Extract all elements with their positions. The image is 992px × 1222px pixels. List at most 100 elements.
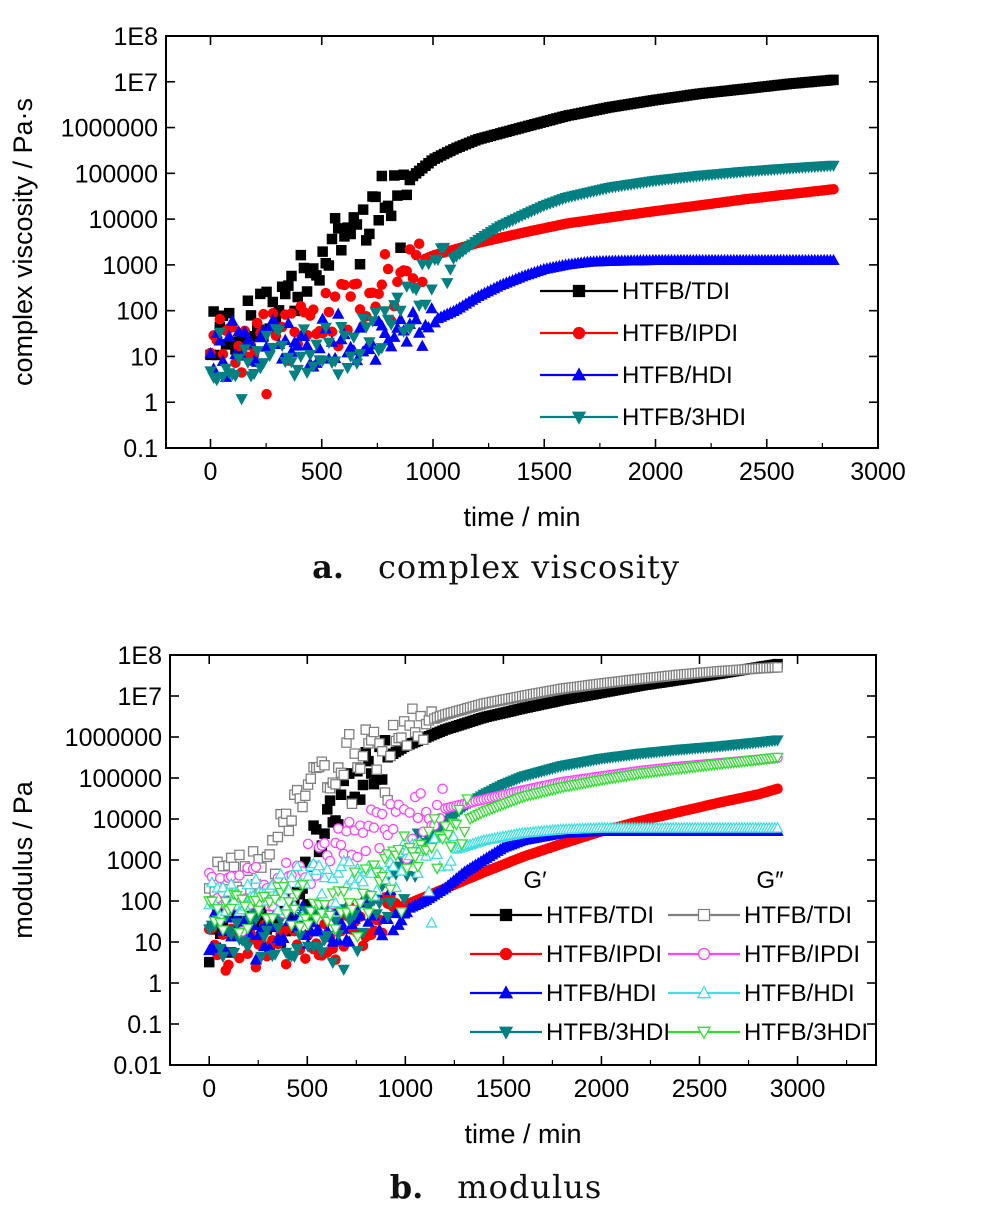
data-point: [385, 210, 397, 222]
data-point: [254, 331, 267, 343]
data-point: [324, 855, 336, 867]
data-point: [302, 838, 314, 850]
legend-label: HTFB/3HDI: [546, 1019, 670, 1046]
data-point: [292, 291, 303, 303]
y-tick-label: 0.1: [127, 1011, 162, 1039]
y-tick-label: 10: [134, 929, 162, 957]
data-point: [317, 246, 328, 257]
data-point: [319, 837, 330, 849]
x-tick-label: 1000: [378, 1075, 434, 1103]
data-point: [266, 342, 279, 355]
data-point: [291, 339, 304, 351]
data-point: [827, 160, 840, 172]
legend-label: HTFB/TDI: [622, 278, 730, 305]
legend-marker: [572, 326, 586, 340]
data-point: [356, 313, 370, 326]
data-point: [230, 918, 243, 930]
data-point: [323, 260, 335, 271]
data-point: [373, 215, 384, 226]
data-point: [411, 861, 425, 874]
y-axis: 0.01 0.1 1 10 100 1000 10000 100000 1000000 1E7 1E…: [65, 642, 876, 1080]
y-tick-label: 100: [120, 888, 162, 916]
data-point: [772, 783, 783, 795]
x-tick-label: 500: [301, 458, 343, 486]
data-point: [245, 310, 257, 321]
data-point: [441, 829, 455, 842]
x-tick-label: 500: [286, 1075, 328, 1103]
data-point: [354, 763, 366, 775]
x-tick-label: 2500: [672, 1075, 728, 1103]
data-point: [324, 795, 336, 806]
data-point: [419, 299, 432, 311]
data-point: [257, 358, 270, 370]
data-point: [235, 394, 248, 406]
data-point: [216, 951, 230, 964]
data-point: [249, 953, 263, 965]
data-point: [404, 807, 415, 818]
data-point: [461, 794, 474, 806]
data-point: [395, 914, 408, 926]
y-tick-label: 10000: [88, 206, 158, 234]
data-point: [285, 357, 298, 369]
data-point: [351, 219, 363, 230]
data-point: [271, 923, 285, 935]
y-tick-label: 0.1: [123, 435, 158, 463]
x-tick-label: 2000: [628, 458, 684, 486]
data-point: [286, 270, 297, 282]
legend-label: HTFB/IPDI: [546, 941, 662, 968]
data-point: [226, 314, 239, 326]
data-point: [319, 322, 332, 334]
data-point: [301, 286, 313, 297]
data-point: [376, 279, 388, 290]
data-point: [410, 249, 422, 261]
caption-a-letter: a.: [312, 548, 344, 586]
data-point: [330, 779, 341, 790]
data-point: [204, 346, 217, 359]
data-point: [403, 323, 417, 335]
data-point: [387, 719, 399, 731]
data-point: [385, 750, 396, 762]
data-point: [394, 305, 407, 317]
data-point: [343, 898, 356, 910]
data-point: [251, 317, 263, 329]
data-point: [362, 915, 375, 927]
y-tick-label: 1000000: [61, 115, 158, 143]
data-point: [318, 871, 331, 883]
legend-item: HTFB/3HDI: [470, 1019, 670, 1046]
data-point: [375, 343, 388, 355]
data-point: [280, 857, 292, 869]
data-point: [357, 779, 369, 791]
data-point: [263, 350, 276, 362]
y-tick-label: 1000: [102, 252, 158, 280]
data-point: [213, 334, 227, 346]
data-point: [258, 308, 269, 320]
data-point: [223, 959, 234, 971]
legend-item: HTFB/HDI: [668, 980, 855, 1007]
data-point: [384, 897, 397, 909]
data-point: [260, 330, 273, 342]
data-point: [339, 279, 350, 291]
series-htfb-3hdi-loss: [203, 752, 784, 944]
y-tick-label: 1E7: [114, 69, 158, 97]
data-point: [397, 831, 411, 843]
plot-area: [203, 658, 784, 976]
data-point: [275, 340, 289, 352]
legend-item: HTFB/IPDI: [668, 941, 860, 968]
data-point: [827, 253, 840, 266]
data-point: [368, 822, 380, 833]
data-point: [367, 860, 381, 872]
x-tick-label: 3000: [770, 1075, 826, 1103]
legend-item: HTFB/TDI: [470, 902, 654, 929]
data-point: [441, 278, 454, 290]
data-point: [307, 361, 320, 373]
data-point: [251, 346, 264, 358]
data-point: [286, 308, 297, 319]
data-point: [216, 925, 230, 937]
data-point: [425, 842, 438, 855]
x-tick-label: 2000: [574, 1075, 630, 1103]
data-point: [261, 388, 272, 400]
data-point: [290, 943, 304, 956]
data-point: [348, 867, 361, 879]
data-point: [391, 292, 404, 304]
data-point: [430, 847, 444, 860]
